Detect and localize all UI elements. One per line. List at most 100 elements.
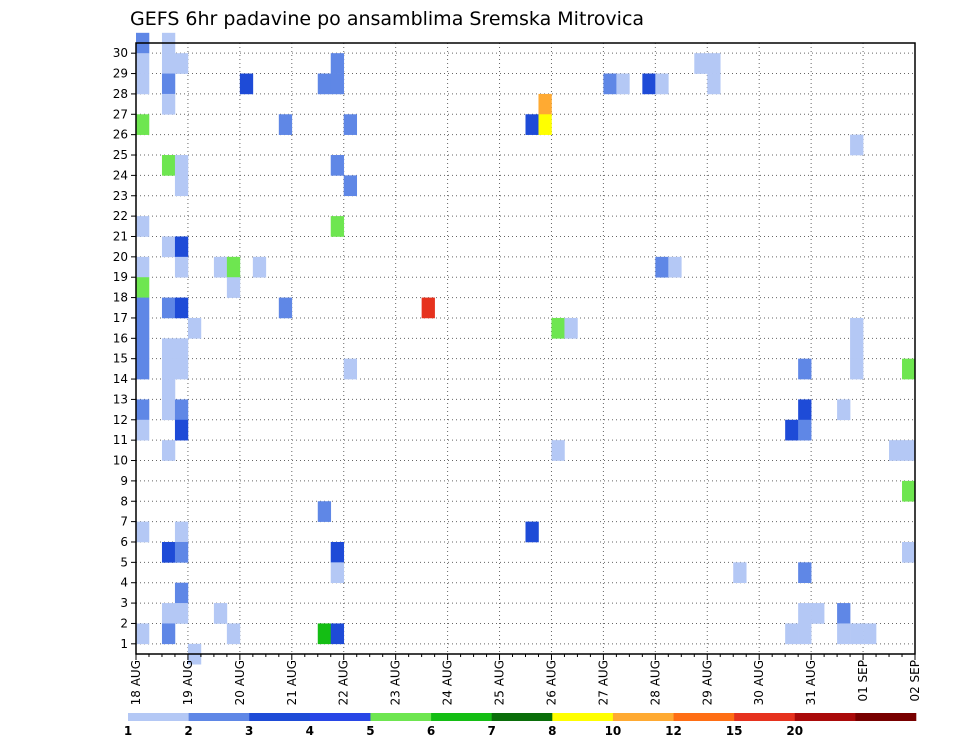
heatmap-cell: [538, 114, 552, 135]
x-tick-label: 30 AUG: [752, 660, 766, 705]
heatmap-cell: [525, 114, 539, 135]
heatmap-cell: [136, 358, 150, 380]
y-tick-label: 23: [113, 189, 128, 203]
heatmap-cell: [161, 541, 176, 563]
heatmap-cell: [161, 53, 176, 74]
heatmap-cell: [343, 114, 358, 135]
y-tick-label: 18: [113, 291, 128, 305]
heatmap-cell: [161, 73, 176, 95]
y-tick-label: 21: [113, 229, 128, 243]
legend-swatch: [431, 713, 492, 721]
x-tick-label: 18 AUG: [129, 660, 143, 705]
x-tick-label: 28 AUG: [648, 660, 662, 705]
heatmap-cell: [837, 399, 851, 421]
heatmap-cell: [136, 521, 150, 543]
heatmap-cell: [136, 53, 150, 74]
heatmap-cell: [226, 623, 241, 645]
y-tick-label: 30: [113, 46, 128, 60]
heatmap-cell: [564, 317, 578, 339]
heatmap-cell: [278, 114, 293, 135]
heatmap-cell: [174, 155, 189, 176]
y-tick-label: 12: [113, 413, 128, 427]
heatmap-cell: [174, 358, 189, 380]
legend-swatch: [370, 713, 432, 721]
heatmap-cell: [161, 623, 176, 645]
heatmap-cell: [239, 73, 254, 95]
heatmap-cell: [811, 603, 825, 624]
heatmap-cell: [837, 623, 851, 645]
x-tick-label: 27 AUG: [596, 660, 610, 705]
legend-label: 5: [366, 724, 374, 738]
heatmap-cell: [174, 603, 189, 624]
heatmap-cell: [161, 440, 176, 461]
legend-label: 2: [184, 724, 192, 738]
y-tick-label: 17: [113, 311, 128, 325]
heatmap-cell: [798, 419, 812, 441]
heatmap-cell: [136, 297, 150, 319]
y-tick-label: 4: [120, 576, 128, 590]
heatmap-cell: [616, 73, 630, 95]
heatmap-cell: [785, 623, 799, 645]
x-tick-label: 01 SEP: [856, 660, 870, 702]
x-tick-label: 20 AUG: [233, 660, 247, 705]
heatmap-cell: [174, 582, 189, 604]
heatmap-cell: [330, 623, 345, 645]
heatmap-cell: [161, 358, 176, 380]
x-tick-label: 23 AUG: [389, 660, 403, 705]
y-tick-label: 6: [120, 535, 128, 549]
heatmap-cell: [161, 236, 176, 258]
heatmap-cell: [161, 399, 176, 421]
y-tick-label: 9: [120, 474, 128, 488]
legend-swatch: [309, 713, 371, 721]
heatmap-cell: [161, 338, 176, 359]
x-tick-label: 31 AUG: [804, 660, 818, 705]
heatmap-cell: [655, 256, 669, 278]
heatmap-cell: [136, 73, 150, 95]
heatmap-cell: [136, 114, 150, 135]
y-tick-label: 2: [120, 616, 128, 630]
heatmap-cell: [538, 93, 552, 115]
heatmap-cell: [136, 338, 150, 359]
y-tick-label: 11: [113, 433, 128, 447]
y-tick-label: 16: [113, 331, 128, 345]
y-axis: 1234567891011121314151617181920212223242…: [113, 46, 136, 651]
legend-swatch: [491, 713, 553, 721]
heatmap-cell: [642, 73, 656, 95]
heatmap-cell: [330, 73, 345, 95]
heatmap-cell: [317, 623, 332, 645]
heatmap-cell: [278, 297, 293, 319]
heatmap-cell: [226, 277, 241, 298]
heatmap-cell: [850, 623, 864, 645]
legend-label: 1: [124, 724, 132, 738]
y-tick-label: 13: [113, 392, 128, 406]
heatmap-cell: [226, 256, 241, 278]
legend-swatch: [734, 713, 796, 721]
y-tick-label: 26: [113, 128, 128, 142]
heatmap-cell: [798, 358, 812, 380]
heatmap-cell: [213, 256, 228, 278]
heatmap-cell: [785, 419, 799, 441]
y-tick-label: 8: [120, 494, 128, 508]
heatmap-cell: [136, 399, 150, 421]
heatmap-cell: [798, 562, 812, 584]
heatmap-cell: [421, 297, 435, 319]
legend-swatch: [794, 713, 856, 721]
x-tick-label: 29 AUG: [700, 660, 714, 705]
heatmap-cell: [317, 73, 332, 95]
heatmap-cell: [902, 440, 916, 461]
heatmap-cell: [902, 480, 916, 502]
legend-swatch: [128, 713, 189, 721]
heatmap-cell: [837, 603, 851, 624]
heatmap-cell: [798, 603, 812, 624]
heatmap-cell: [603, 73, 617, 95]
x-tick-label: 02 SEP: [908, 660, 922, 702]
heatmap-cell: [733, 562, 747, 584]
legend-swatch: [855, 713, 917, 721]
legend-label: 7: [488, 724, 496, 738]
heatmap-cell: [174, 521, 189, 543]
x-tick-label: 19 AUG: [181, 660, 195, 705]
legend-label: 12: [665, 724, 682, 738]
heatmap-cell: [187, 317, 202, 339]
y-tick-label: 15: [113, 352, 128, 366]
y-tick-label: 7: [120, 515, 128, 529]
